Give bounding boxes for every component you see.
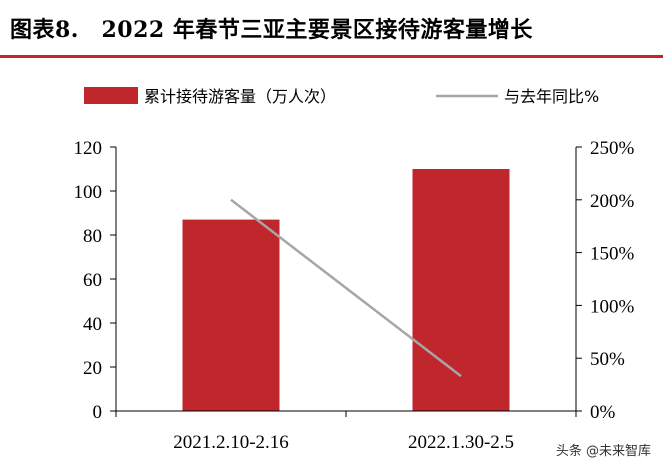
right-tick-label: 100% [590,296,635,317]
left-tick-label: 60 [83,270,102,291]
right-tick-label: 0% [590,402,616,423]
left-tick-label: 40 [83,314,102,335]
left-tick-label: 0 [93,402,103,423]
legend-swatch-bar [84,87,138,104]
bar [182,219,280,411]
right-tick-label: 50% [590,349,625,370]
left-tick-label: 20 [83,358,102,379]
bar-series [182,169,510,411]
legend: 累计接待游客量（万人次） 与去年同比% [84,87,599,106]
right-tick-label: 250% [590,138,635,159]
watermark: 头条 @未来智库 [551,438,655,461]
left-tick-label: 80 [83,226,102,247]
left-tick-label: 100 [74,182,103,203]
right-tick-label: 200% [590,191,635,212]
x-tick-label: 2022.1.30-2.5 [408,432,514,453]
x-tick-label: 2021.2.10-2.16 [173,432,289,453]
axes: 0 20 40 60 80 100 120 0% 50% 100% 150% 200% 250% 2021… [74,138,635,453]
legend-label-line: 与去年同比% [504,87,599,106]
bar [412,169,510,411]
page-title: 图表8. 2022 年春节三亚主要景区接待游客量增长 [10,17,533,43]
line-series [230,198,462,378]
right-tick-label: 150% [590,244,635,265]
yoy-line [230,198,462,378]
left-tick-label: 120 [74,138,103,159]
title-rule [0,55,663,58]
legend-label-bar: 累计接待游客量（万人次） [144,87,336,106]
